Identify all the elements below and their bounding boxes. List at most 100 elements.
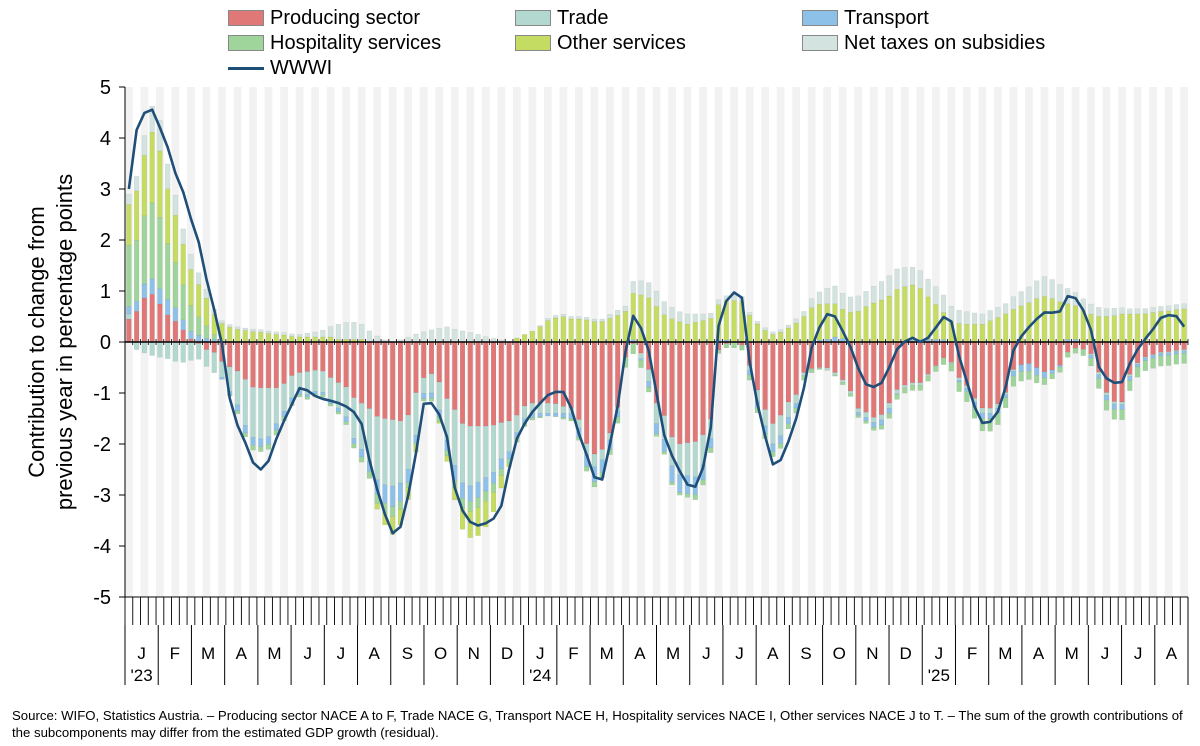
bar-taxes bbox=[731, 295, 737, 301]
bar-producing bbox=[514, 341, 520, 416]
y-tick-label: 2 bbox=[100, 230, 111, 252]
x-month-label: O bbox=[434, 644, 447, 663]
bar-transport bbox=[1134, 363, 1141, 368]
bar-hospitality bbox=[902, 387, 908, 394]
x-year-label: '25 bbox=[928, 666, 950, 685]
bar-other bbox=[1041, 296, 1048, 343]
bar-transport bbox=[1119, 404, 1125, 410]
bar-transport bbox=[459, 482, 466, 499]
bar-hospitality bbox=[723, 343, 729, 349]
bar-transport bbox=[390, 485, 396, 507]
bar-other bbox=[902, 286, 908, 342]
bar-hospitality bbox=[335, 411, 341, 415]
bar-trade bbox=[553, 403, 559, 414]
bar-other bbox=[653, 306, 660, 343]
bar-taxes bbox=[258, 329, 264, 333]
bar-taxes bbox=[925, 278, 931, 298]
bar-other bbox=[979, 323, 985, 343]
bar-producing bbox=[296, 341, 303, 373]
bar-other bbox=[149, 131, 155, 204]
bar-other bbox=[289, 336, 295, 343]
bar-taxes bbox=[778, 329, 784, 333]
bar-taxes bbox=[824, 288, 830, 304]
bar-hospitality bbox=[1127, 380, 1133, 391]
bar-trade bbox=[638, 352, 644, 359]
series-line-wwwi bbox=[127, 108, 1186, 535]
bar-producing bbox=[801, 341, 807, 373]
bar-taxes bbox=[653, 290, 660, 307]
x-month-label: A bbox=[767, 644, 779, 663]
bar-producing bbox=[1057, 341, 1063, 366]
bar-taxes bbox=[1173, 304, 1179, 310]
bar-taxes bbox=[1057, 284, 1063, 303]
bar-hospitality bbox=[979, 417, 985, 432]
bar-other bbox=[490, 492, 497, 513]
x-month-label: N bbox=[866, 644, 878, 663]
bar-transport bbox=[382, 484, 388, 504]
bar-transport bbox=[537, 413, 543, 417]
bar-transport bbox=[1088, 355, 1094, 359]
bar-other bbox=[801, 316, 807, 343]
legend-item-other: Other services bbox=[515, 31, 686, 55]
x-month-label: D bbox=[501, 644, 513, 663]
bar-other bbox=[560, 316, 566, 343]
bar-taxes bbox=[747, 312, 753, 316]
bar-producing bbox=[273, 341, 279, 389]
bar-producing bbox=[591, 341, 598, 455]
bar-taxes bbox=[428, 329, 435, 343]
bar-trade bbox=[894, 389, 900, 394]
bar-trade bbox=[203, 349, 210, 367]
bar-producing bbox=[421, 341, 427, 379]
bar-trade bbox=[467, 425, 473, 487]
bar-other bbox=[669, 318, 675, 343]
bar-producing bbox=[1080, 341, 1086, 350]
bar-transport bbox=[1096, 374, 1102, 379]
bar-transport bbox=[677, 474, 683, 493]
x-month-label: J bbox=[1101, 644, 1110, 663]
bar-trade bbox=[172, 341, 179, 362]
bar-hospitality bbox=[708, 447, 714, 453]
bar-producing bbox=[1142, 341, 1148, 358]
bar-other bbox=[1049, 298, 1055, 343]
bar-trade bbox=[428, 373, 435, 394]
bar-taxes bbox=[909, 266, 916, 286]
y-tick-label: 4 bbox=[100, 128, 111, 150]
x-month-label: M bbox=[267, 644, 281, 663]
bar-taxes bbox=[359, 324, 365, 340]
bar-hospitality bbox=[188, 305, 194, 332]
bar-trade bbox=[591, 453, 598, 467]
bar-hospitality bbox=[366, 471, 373, 479]
bar-taxes bbox=[242, 327, 248, 331]
bar-transport bbox=[553, 413, 559, 417]
bar-taxes bbox=[692, 313, 698, 323]
bar-trade bbox=[793, 394, 799, 404]
bar-hospitality bbox=[878, 424, 885, 430]
bar-taxes bbox=[1018, 291, 1024, 307]
bar-taxes bbox=[265, 330, 272, 334]
x-month-label: J bbox=[337, 644, 346, 663]
bar-transport bbox=[871, 422, 877, 428]
bar-transport bbox=[250, 437, 256, 446]
bar-transport bbox=[1173, 351, 1179, 355]
bar-taxes bbox=[421, 331, 427, 343]
bar-taxes bbox=[452, 328, 458, 343]
bar-taxes bbox=[684, 313, 691, 325]
bar-taxes bbox=[413, 333, 419, 343]
bar-producing bbox=[444, 341, 450, 399]
bar-taxes bbox=[328, 326, 334, 338]
bar-other bbox=[188, 269, 194, 306]
bar-hospitality bbox=[1049, 373, 1055, 380]
bar-other bbox=[157, 150, 163, 218]
y-tick-label: 5 bbox=[100, 77, 111, 99]
bar-trade bbox=[211, 352, 217, 373]
bar-hospitality bbox=[653, 433, 660, 437]
bar-hospitality bbox=[203, 325, 210, 339]
bar-producing bbox=[459, 341, 466, 424]
bar-hospitality bbox=[560, 417, 566, 420]
bar-other bbox=[1065, 303, 1071, 340]
bar-taxes bbox=[296, 334, 303, 338]
legend-label: Trade bbox=[557, 6, 609, 29]
bar-taxes bbox=[1111, 308, 1117, 316]
bar-producing bbox=[126, 318, 132, 343]
bar-trade bbox=[886, 402, 892, 409]
